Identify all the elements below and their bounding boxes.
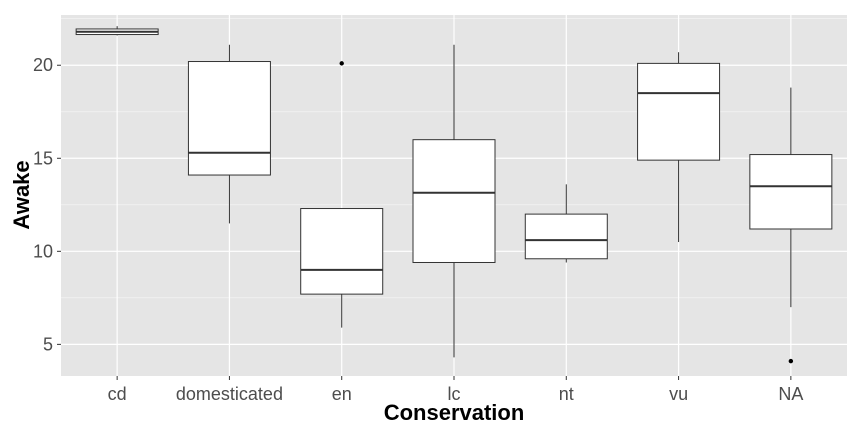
outlier-point — [339, 61, 344, 66]
y-axis: 5 10 15 20 — [33, 55, 61, 354]
x-tick-label: domesticated — [176, 384, 283, 404]
iqr-box — [187, 61, 271, 176]
boxplot-vu — [637, 52, 721, 243]
x-tick-label: en — [332, 384, 352, 404]
x-tick-label: lc — [448, 384, 461, 404]
boxplot-en — [300, 61, 384, 328]
iqr-box — [412, 139, 496, 263]
y-tick-label: 20 — [33, 55, 53, 75]
boxplot-lc — [412, 44, 496, 358]
x-tick-label: NA — [778, 384, 803, 404]
x-tick-label: nt — [559, 384, 574, 404]
x-axis-title: Conservation — [384, 400, 525, 425]
iqr-box — [300, 208, 384, 295]
y-tick-label: 10 — [33, 241, 53, 261]
y-tick-label: 5 — [43, 334, 53, 354]
iqr-box — [524, 213, 608, 260]
x-tick-label: cd — [108, 384, 127, 404]
x-axis: cd domesticated en lc nt vu NA — [108, 376, 803, 404]
boxplot-domesticated — [187, 44, 271, 224]
iqr-box — [749, 154, 833, 230]
x-tick-label: vu — [669, 384, 688, 404]
boxplot-cd — [75, 26, 159, 36]
outlier-point — [788, 358, 794, 364]
boxplots — [75, 26, 833, 364]
y-tick-label: 15 — [33, 148, 53, 168]
boxplot-nt — [524, 184, 608, 263]
y-axis-title: Awake — [9, 160, 34, 229]
boxplot-NA — [749, 87, 833, 364]
iqr-box — [637, 62, 721, 161]
